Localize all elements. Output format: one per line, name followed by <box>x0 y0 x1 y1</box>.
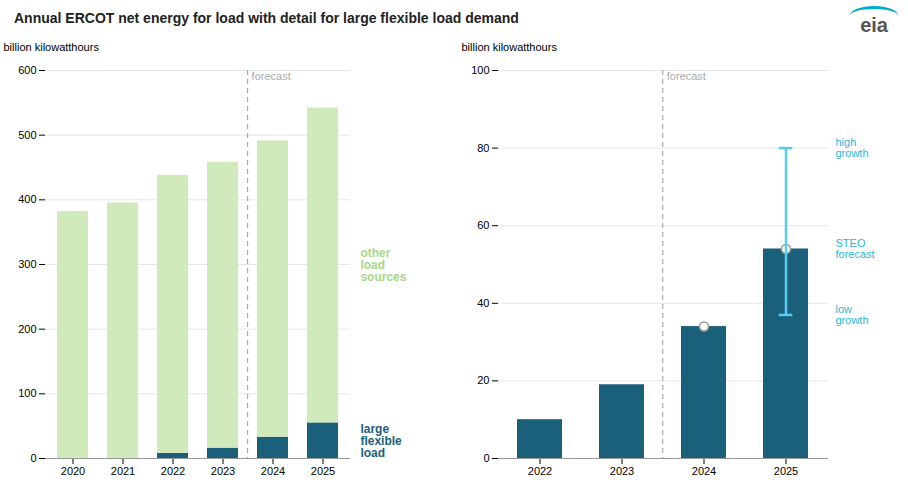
svg-text:0: 0 <box>30 452 36 464</box>
svg-text:lowgrowth: lowgrowth <box>836 303 869 326</box>
svg-text:2025: 2025 <box>774 465 798 477</box>
svg-text:2022: 2022 <box>161 465 185 477</box>
svg-text:2024: 2024 <box>692 465 716 477</box>
svg-text:2022: 2022 <box>528 465 552 477</box>
svg-text:forecast: forecast <box>252 70 291 82</box>
svg-text:60: 60 <box>477 219 489 231</box>
svg-text:300: 300 <box>18 258 36 270</box>
svg-text:2024: 2024 <box>261 465 285 477</box>
svg-text:2020: 2020 <box>61 465 85 477</box>
svg-text:billion kilowatthours: billion kilowatthours <box>4 41 100 53</box>
svg-text:largeflexibleload: largeflexibleload <box>360 422 402 460</box>
svg-text:otherloadsources: otherloadsources <box>360 246 406 284</box>
svg-text:100: 100 <box>471 64 489 76</box>
svg-text:20: 20 <box>477 374 489 386</box>
svg-text:highgrowth: highgrowth <box>836 136 869 159</box>
svg-text:2023: 2023 <box>211 465 235 477</box>
html-text:eia: eia <box>860 14 888 36</box>
svg-text:400: 400 <box>18 193 36 205</box>
svg-text:billion kilowatthours: billion kilowatthours <box>462 41 558 53</box>
svg-text:STEOforecast: STEOforecast <box>836 237 875 260</box>
svg-text:0: 0 <box>483 452 489 464</box>
svg-text:500: 500 <box>18 129 36 141</box>
html-text:Annual ERCOT net energy for lo: Annual ERCOT net energy for load with de… <box>14 10 519 26</box>
svg-text:40: 40 <box>477 297 489 309</box>
svg-text:2025: 2025 <box>311 465 335 477</box>
svg-text:forecast: forecast <box>667 70 706 82</box>
svg-text:100: 100 <box>18 387 36 399</box>
svg-text:80: 80 <box>477 142 489 154</box>
svg-text:2023: 2023 <box>610 465 634 477</box>
svg-text:200: 200 <box>18 323 36 335</box>
svg-text:2021: 2021 <box>111 465 135 477</box>
svg-text:600: 600 <box>18 64 36 76</box>
